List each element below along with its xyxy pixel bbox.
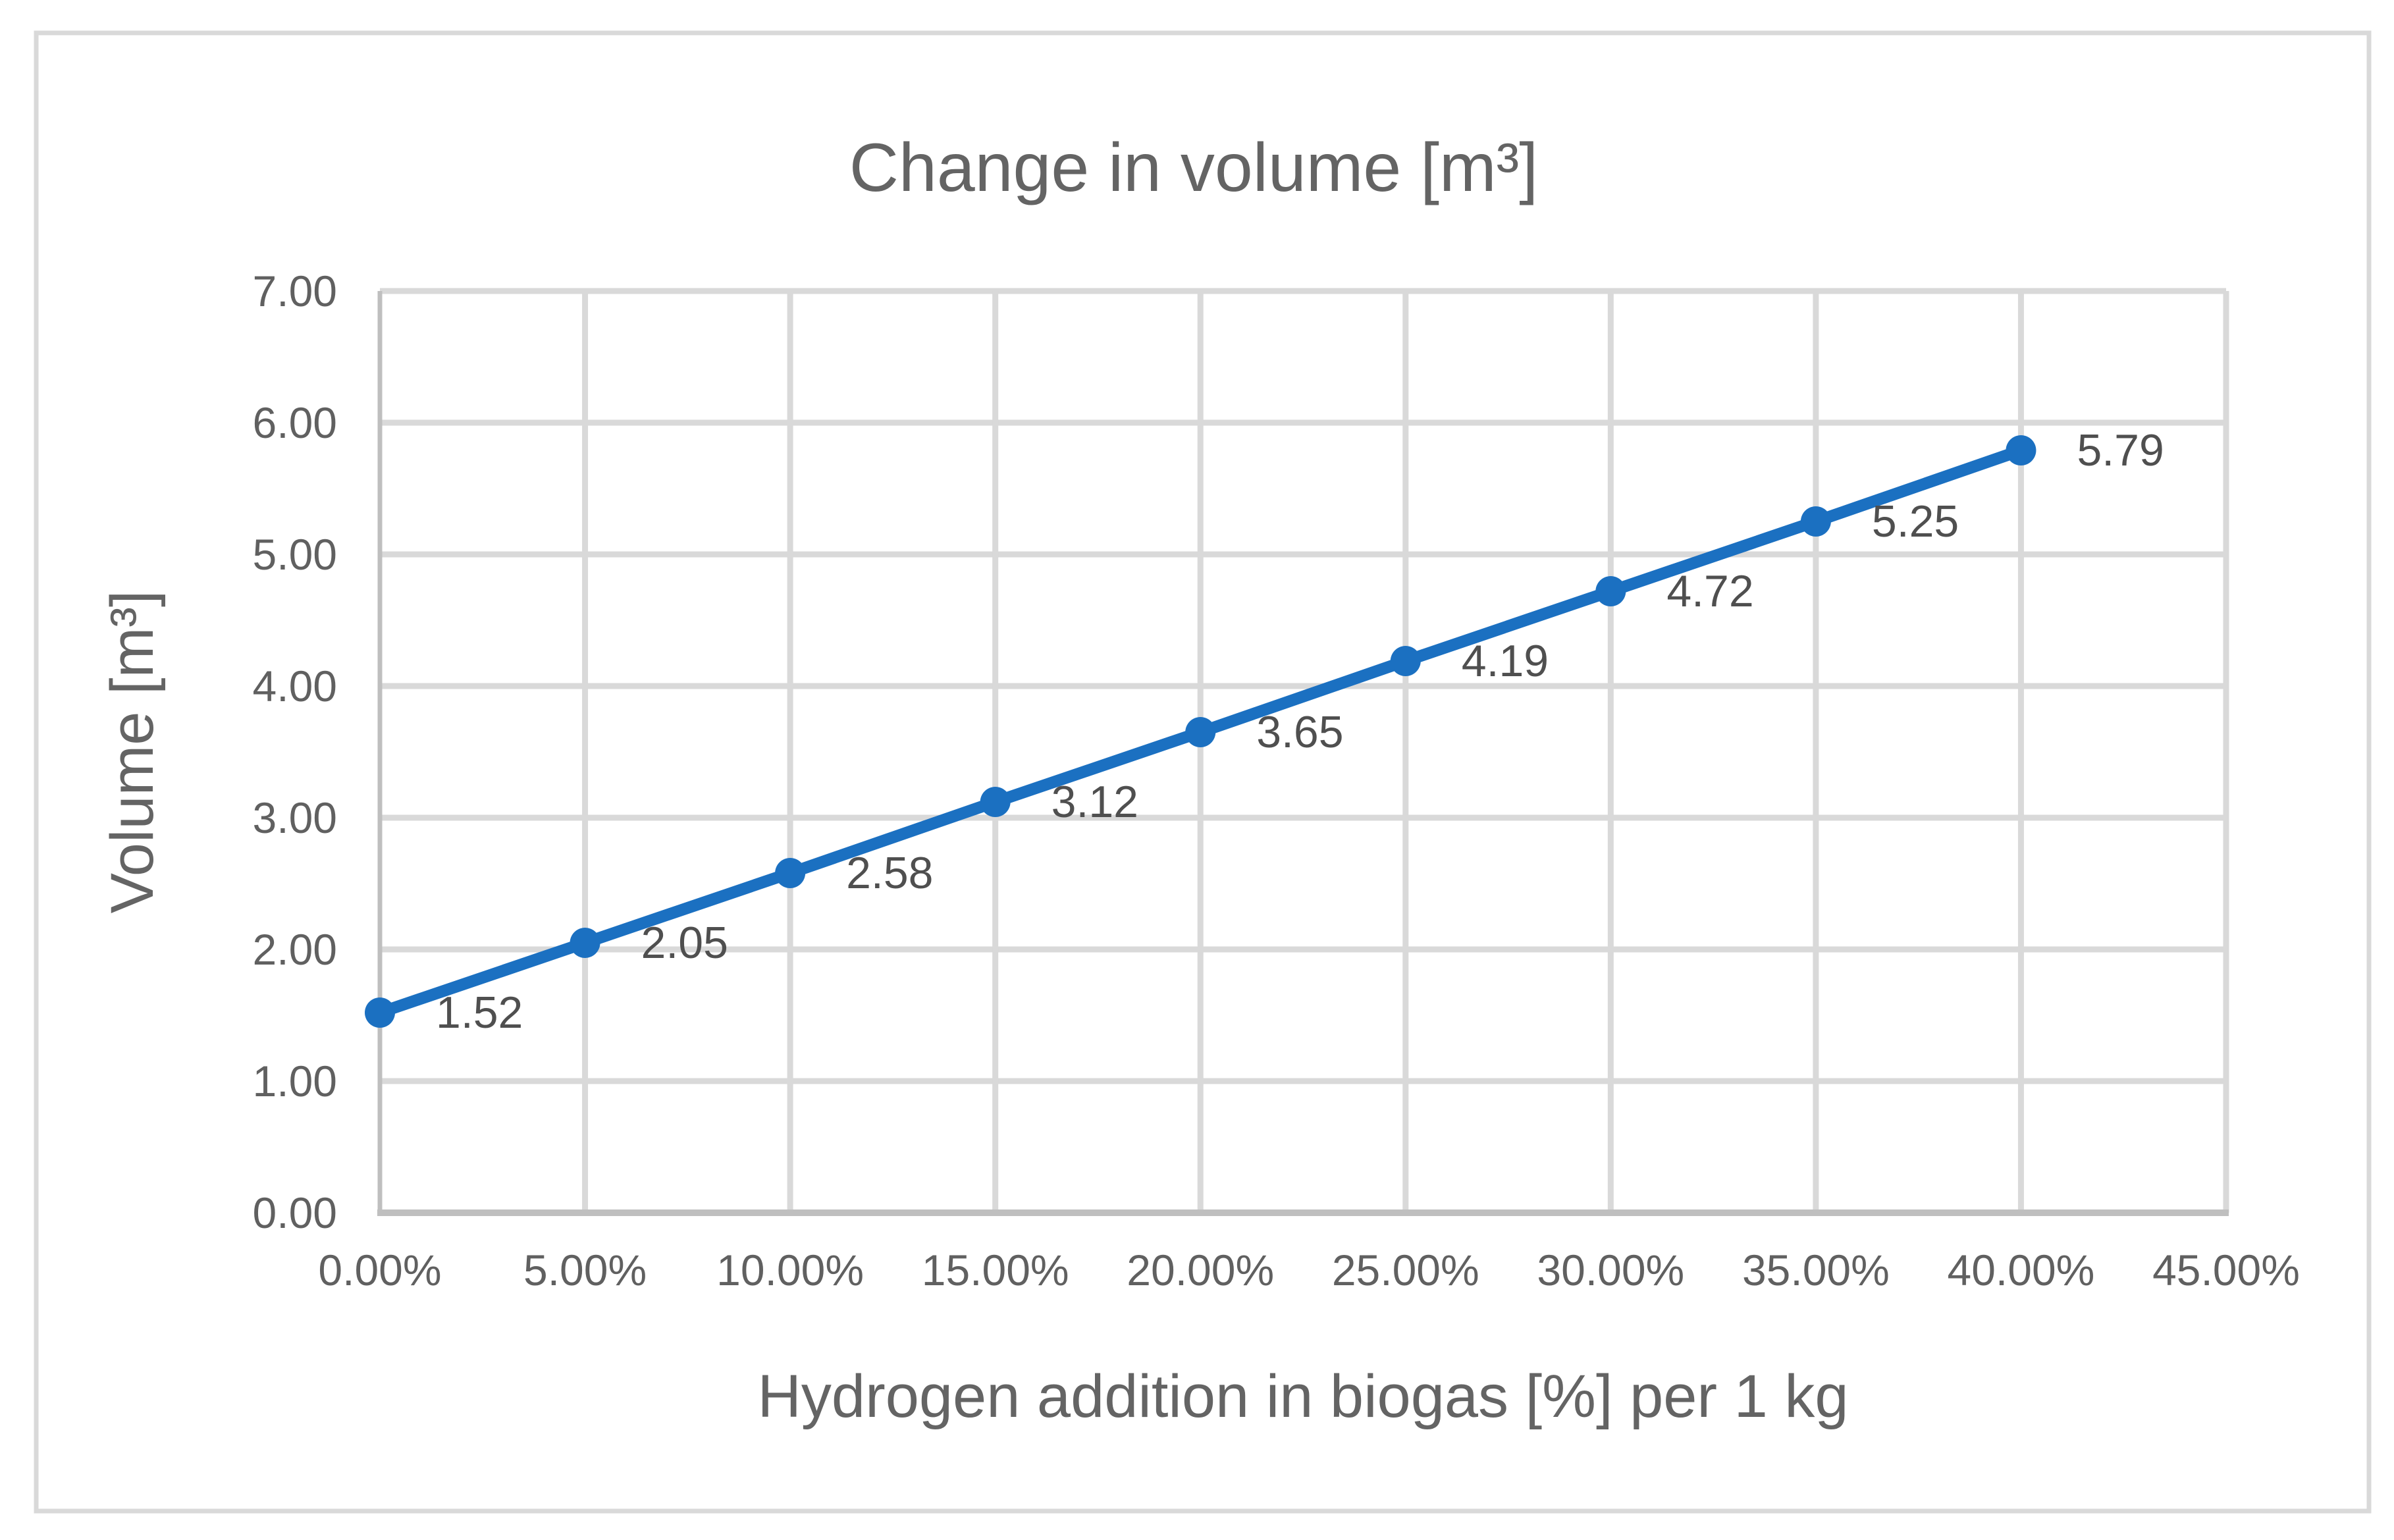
y-tick-label: 4.00	[253, 662, 337, 710]
x-tick-label: 25.00%	[1332, 1246, 1479, 1294]
x-tick-label: 40.00%	[1948, 1246, 2095, 1294]
y-axis-tick-labels: 0.00 1.00 2.00 3.00 4.00 5.00 6.00 7.00	[253, 267, 337, 1237]
x-tick-label: 45.00%	[2152, 1246, 2300, 1294]
data-point-marker	[2006, 435, 2036, 465]
data-point-marker	[1390, 646, 1421, 676]
axis-lines	[377, 291, 2229, 1216]
x-tick-label: 20.00%	[1127, 1246, 1274, 1294]
y-tick-label: 6.00	[253, 398, 337, 447]
x-tick-label: 5.00%	[523, 1246, 647, 1294]
x-tick-label: 35.00%	[1742, 1246, 1890, 1294]
data-point-marker	[365, 997, 395, 1028]
y-tick-label: 2.00	[253, 925, 337, 974]
data-label: 3.65	[1256, 707, 1343, 757]
x-tick-label: 10.00%	[716, 1246, 864, 1294]
data-label: 4.72	[1666, 566, 1753, 616]
data-label: 1.52	[436, 988, 523, 1038]
data-point-marker	[775, 858, 806, 888]
y-tick-label: 1.00	[253, 1057, 337, 1105]
x-axis-title: Hydrogen addition in biogas [%] per 1 kg	[757, 1363, 1848, 1430]
x-axis-tick-labels: 0.00% 5.00% 10.00% 15.00% 20.00% 25.00% 30.00%…	[318, 1246, 2300, 1294]
data-label: 4.19	[1462, 636, 1549, 686]
data-point-markers	[365, 435, 2036, 1028]
data-label: 5.25	[1872, 496, 1959, 546]
chart-title: Change in volume [m³]	[849, 130, 1538, 206]
x-tick-label: 30.00%	[1537, 1246, 1684, 1294]
x-tick-label: 0.00%	[318, 1246, 441, 1294]
data-label: 2.05	[641, 918, 728, 968]
data-point-marker	[980, 787, 1011, 817]
data-point-marker	[1800, 506, 1831, 537]
data-label: 3.12	[1051, 777, 1138, 827]
y-tick-label: 0.00	[253, 1188, 337, 1237]
data-labels: 1.52 2.05 2.58 3.12 3.65 4.19 4.72 5.25 5.79	[436, 425, 2164, 1038]
x-tick-label: 15.00%	[922, 1246, 1069, 1294]
data-point-marker	[1185, 717, 1216, 747]
figure-frame	[34, 30, 2372, 1514]
y-tick-label: 3.00	[253, 793, 337, 842]
data-label: 2.58	[846, 848, 933, 898]
data-point-marker	[570, 928, 600, 958]
y-tick-label: 7.00	[253, 267, 337, 315]
y-tick-label: 5.00	[253, 530, 337, 579]
data-label: 5.79	[2077, 425, 2164, 475]
y-axis-title: Volume [m³]	[99, 591, 166, 914]
data-point-marker	[1595, 576, 1626, 606]
gridlines	[380, 288, 2229, 1213]
